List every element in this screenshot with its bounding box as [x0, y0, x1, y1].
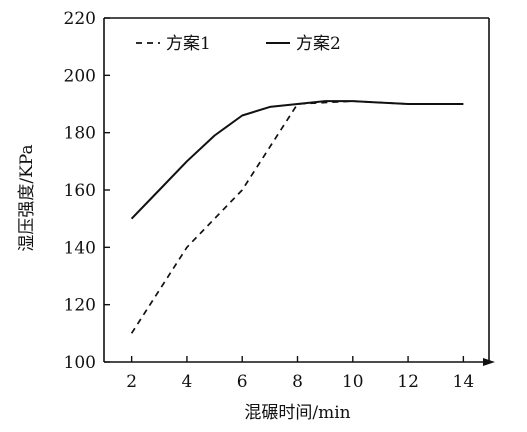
legend: 方案1 方案2: [136, 34, 341, 54]
legend-label-2: 方案2: [296, 34, 341, 54]
x-axis-title: 混碾时间/min: [244, 403, 350, 423]
x-tick-label: 2: [126, 372, 137, 392]
x-tick-label: 8: [292, 372, 303, 392]
y-axis-title: 湿压强度/KPa: [17, 144, 37, 251]
series-line-1: [130, 100, 464, 334]
x-tick-label: 4: [182, 372, 193, 392]
series-layer: [130, 100, 464, 334]
y-tick-label: 200: [64, 66, 96, 86]
x-tick-label: 12: [397, 372, 419, 392]
y-tick-label: 140: [64, 238, 96, 258]
y-tick-label: 180: [64, 124, 96, 144]
y-axis: 100 120 140 160 180 200 220: [64, 9, 110, 373]
y-tick-label: 220: [64, 9, 96, 29]
x-axis-arrow: [483, 358, 495, 366]
y-tick-label: 100: [64, 353, 96, 373]
x-tick-label: 10: [342, 372, 364, 392]
x-tick-label: 6: [237, 372, 248, 392]
x-tick-label: 14: [453, 372, 475, 392]
legend-label-1: 方案1: [166, 34, 211, 54]
series-line-2: [130, 100, 464, 220]
y-tick-label: 120: [64, 296, 96, 316]
x-axis: 2 4 6 8 10 12 14: [126, 356, 474, 392]
y-tick-label: 160: [64, 181, 96, 201]
plot-area: [103, 17, 495, 366]
